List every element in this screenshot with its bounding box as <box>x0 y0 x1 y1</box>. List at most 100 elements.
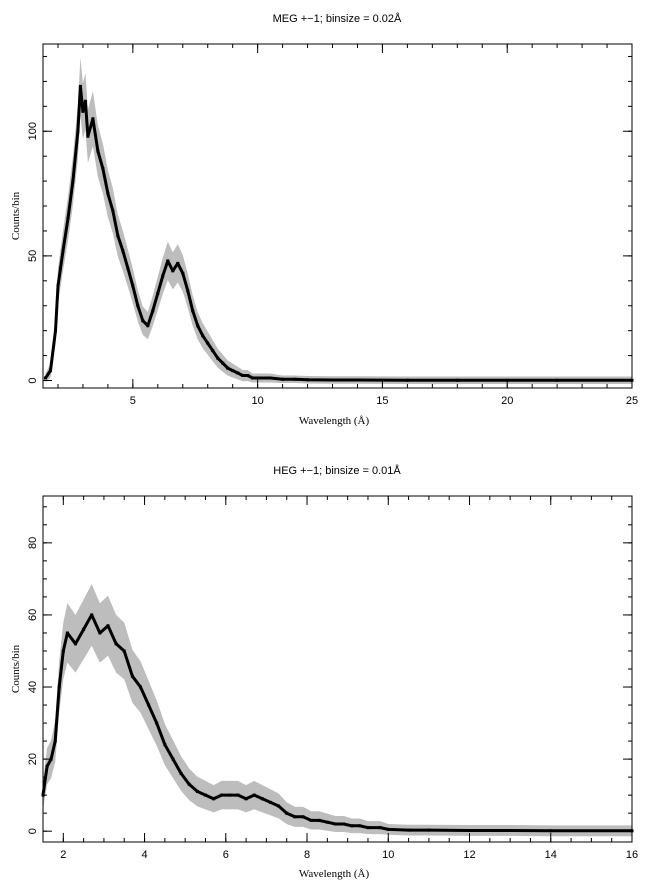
x-tick-label: 10 <box>382 849 394 861</box>
data-point <box>146 324 150 328</box>
data-point <box>171 757 175 761</box>
data-point <box>130 674 134 678</box>
data-point <box>59 266 62 270</box>
axis-ticks: 5 10 15 20 25 0 50 100 <box>27 44 638 407</box>
data-point <box>106 192 110 196</box>
data-point <box>156 291 160 295</box>
data-point <box>98 631 102 635</box>
data-point <box>163 743 167 747</box>
data-point <box>114 642 118 646</box>
data-point <box>226 366 230 370</box>
y-axis-label: Counts/bin <box>10 644 22 693</box>
y-tick-label: 0 <box>27 828 39 834</box>
data-point <box>405 378 409 382</box>
x-tick-label: 25 <box>626 395 638 407</box>
data-point <box>236 793 240 797</box>
data-point <box>216 356 220 360</box>
data-point <box>74 642 77 646</box>
y-tick-label: 40 <box>27 681 39 693</box>
x-axis-label: Wavelength (Å) <box>299 868 370 880</box>
data-point <box>91 117 95 121</box>
data-point <box>116 234 120 238</box>
data-point <box>285 811 289 815</box>
data-point <box>549 829 553 833</box>
data-point <box>53 739 57 743</box>
data-point <box>54 329 57 333</box>
data-point <box>166 259 170 263</box>
data-point <box>555 378 559 382</box>
data-point <box>204 793 207 797</box>
data-point <box>141 319 145 323</box>
x-tick-label: 8 <box>304 849 310 861</box>
data-point <box>342 822 346 826</box>
data-point <box>186 289 190 293</box>
data-point <box>155 721 159 725</box>
data-point <box>236 371 240 375</box>
x-tick-label: 16 <box>626 849 638 861</box>
data-point <box>139 685 142 689</box>
axis-ticks: 2 4 6 8 10 12 14 16 0 20 40 60 80 <box>27 496 638 861</box>
data-point <box>293 815 297 819</box>
data-point <box>260 797 264 801</box>
data-point <box>252 793 256 797</box>
data-point <box>246 374 250 377</box>
x-tick-label: 4 <box>141 849 147 861</box>
data-line <box>41 613 632 833</box>
data-point <box>306 378 310 382</box>
data-point <box>317 818 321 822</box>
data-point <box>350 824 354 828</box>
data-point <box>161 274 165 278</box>
data-point <box>71 179 75 183</box>
data-point <box>221 361 225 365</box>
data-point <box>65 631 69 635</box>
data-point <box>61 649 65 653</box>
data-line <box>44 84 632 382</box>
data-point <box>45 764 49 768</box>
y-tick-label: 50 <box>27 250 39 262</box>
data-point <box>122 649 126 653</box>
data-point <box>90 613 94 617</box>
x-tick-label: 6 <box>223 849 229 861</box>
data-point <box>228 793 232 797</box>
data-point <box>44 376 47 380</box>
data-point <box>309 818 313 822</box>
data-point <box>82 627 86 631</box>
chart-title: MEG +−1; binsize = 0.02Å <box>273 12 402 25</box>
y-tick-label: 20 <box>27 753 39 765</box>
data-point <box>83 99 87 103</box>
data-point <box>281 377 285 381</box>
data-point <box>126 266 130 270</box>
data-point <box>101 167 105 171</box>
error-band <box>43 584 632 837</box>
data-point <box>191 309 195 313</box>
data-point <box>136 304 140 308</box>
plot-frame <box>42 43 633 389</box>
data-point <box>196 324 200 328</box>
data-point <box>455 378 459 382</box>
error-band <box>45 57 632 385</box>
data-point <box>386 827 390 831</box>
data-point <box>49 369 52 373</box>
x-tick-label: 15 <box>376 395 388 407</box>
x-tick-label: 14 <box>545 849 557 861</box>
data-point <box>211 349 215 353</box>
chart-meg: MEG +−1; binsize = 0.02Å 5 10 15 20 25 0 50 100… <box>10 12 638 427</box>
x-tick-label: 10 <box>252 395 264 407</box>
data-point <box>358 824 362 828</box>
x-tick-label: 20 <box>501 395 513 407</box>
data-point <box>181 271 185 275</box>
data-point <box>111 209 115 213</box>
data-point <box>334 822 337 826</box>
data-point <box>206 341 210 345</box>
data-point <box>256 376 260 380</box>
data-point <box>331 378 334 382</box>
data-point <box>407 828 411 832</box>
y-tick-label: 80 <box>27 537 39 549</box>
data-point <box>57 685 61 689</box>
data-point <box>151 309 155 313</box>
data-point <box>468 829 471 832</box>
data-point <box>96 149 100 153</box>
chart-title: HEG +−1; binsize = 0.01Å <box>273 464 401 477</box>
x-axis-label: Wavelength (Å) <box>299 415 370 427</box>
y-tick-label: 0 <box>27 377 39 383</box>
